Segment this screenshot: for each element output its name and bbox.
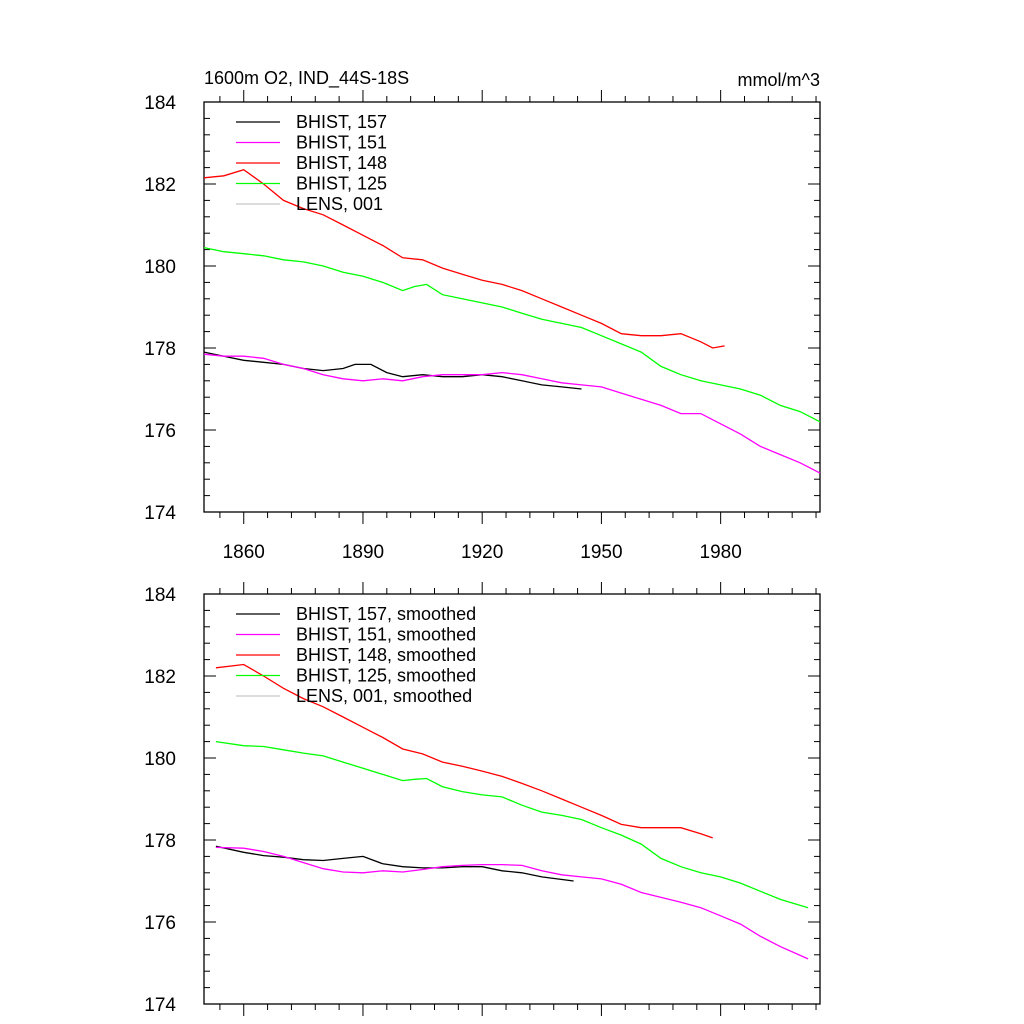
series-line-0: [215, 845, 574, 882]
series-line-1: [215, 846, 809, 960]
x-tick-label: 1980: [700, 542, 742, 563]
y-tick-label: 178: [144, 831, 176, 852]
y-tick-label: 182: [144, 667, 176, 688]
x-tick-label: 1920: [461, 542, 503, 563]
legend-label: LENS, 001, smoothed: [296, 686, 472, 706]
x-tick-label: 1860: [223, 542, 265, 563]
y-tick-label: 184: [144, 93, 176, 114]
y-tick-label: 174: [144, 995, 176, 1016]
legend-label: BHIST, 148: [296, 153, 387, 173]
x-tick-label: 1950: [580, 542, 622, 563]
y-tick-label: 184: [144, 585, 176, 606]
series-line-0: [203, 351, 582, 390]
y-tick-label: 174: [144, 503, 176, 524]
series-line-3: [215, 740, 809, 909]
legend-label: LENS, 001: [296, 194, 383, 214]
series-line-2: [203, 168, 725, 349]
legend-label: BHIST, 157: [296, 112, 387, 132]
y-tick-label: 176: [144, 913, 176, 934]
series-line-1: [203, 353, 821, 474]
series-line-3: [203, 246, 821, 423]
legend-label: BHIST, 148, smoothed: [296, 645, 476, 665]
plot-frame: [203, 101, 821, 513]
y-tick-label: 182: [144, 175, 176, 196]
x-tick-label: 1890: [342, 542, 384, 563]
y-tick-label: 176: [144, 421, 176, 442]
legend-label: BHIST, 151: [296, 133, 387, 153]
y-tick-label: 178: [144, 339, 176, 360]
legend-label: BHIST, 151, smoothed: [296, 625, 476, 645]
legend-label: BHIST, 125: [296, 174, 387, 194]
units-label: mmol/m^3: [738, 70, 820, 90]
plot-frame: [203, 593, 821, 1005]
chart-title: 1600m O2, IND_44S-18S: [204, 68, 409, 89]
legend-label: BHIST, 157, smoothed: [296, 604, 476, 624]
y-tick-label: 180: [144, 749, 176, 770]
series-line-2: [215, 663, 713, 839]
legend-label: BHIST, 125, smoothed: [296, 666, 476, 686]
y-tick-label: 180: [144, 257, 176, 278]
top-panel: 174 176 178 180 182 184 1860 1890 1920 1950 1980 BH…: [144, 90, 821, 563]
